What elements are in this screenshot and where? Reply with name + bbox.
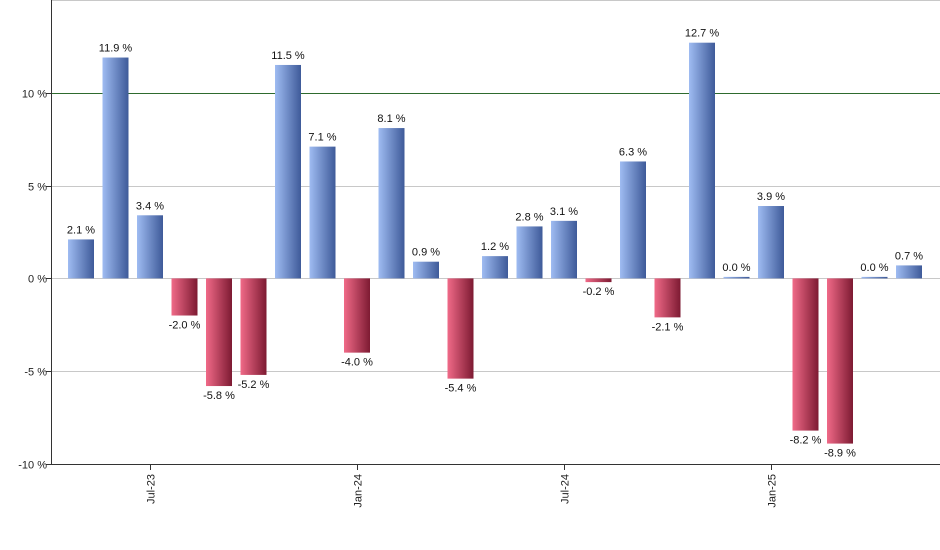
data-label-2025-04: -8.9 % <box>824 448 856 460</box>
bar-2024-04 <box>413 261 439 279</box>
y-tick-label: -10 % <box>18 460 47 472</box>
data-label-2024-12: 12.7 % <box>685 28 719 40</box>
y-tick-label: 0 % <box>28 274 47 286</box>
bar-2023-12 <box>275 64 301 279</box>
bar-2024-03 <box>378 128 405 279</box>
data-label-2024-11: -2.1 % <box>652 321 684 333</box>
data-label-2024-08: 3.1 % <box>550 206 578 218</box>
bar-2023-10 <box>206 278 232 387</box>
data-label-2023-12: 11.5 % <box>271 50 305 62</box>
bar-2024-07 <box>516 226 543 279</box>
x-tick-label: Jul-23 <box>146 474 158 504</box>
data-label-2025-02: 3.9 % <box>757 191 785 203</box>
data-label-2023-09: -2.0 % <box>169 320 201 332</box>
data-label-2024-10: 6.3 % <box>619 146 647 158</box>
x-tick-label: Jan-25 <box>767 474 779 508</box>
data-label-2023-10: -5.8 % <box>203 390 235 402</box>
data-label-2024-04: 0.9 % <box>412 247 440 259</box>
bar-2025-04 <box>827 278 853 444</box>
x-tick-label: Jan-24 <box>353 474 365 508</box>
bar-2023-11 <box>240 278 267 375</box>
bar-2025-05 <box>861 276 888 279</box>
data-label-2024-01: 7.1 % <box>308 132 336 144</box>
bar-2024-06 <box>482 256 508 279</box>
bar-2025-03 <box>792 278 819 431</box>
data-label-2024-05: -5.4 % <box>445 383 477 395</box>
bar-2024-10 <box>620 161 646 279</box>
data-label-2024-06: 1.2 % <box>481 241 509 253</box>
data-label-2023-08: 3.4 % <box>136 200 164 212</box>
bar-2023-09 <box>171 278 198 316</box>
y-tick-label: -5 % <box>24 367 47 379</box>
bar-2025-02 <box>758 206 784 279</box>
bar-2024-12 <box>689 42 715 279</box>
data-label-2025-05: 0.0 % <box>860 262 888 274</box>
y-tick-label: 5 % <box>28 182 47 194</box>
bar-2024-02 <box>344 278 370 353</box>
bar-2024-11 <box>654 278 681 318</box>
bar-2024-01 <box>309 146 336 279</box>
bar-2025-01 <box>723 276 750 279</box>
data-label-2025-01: 0.0 % <box>722 262 750 274</box>
bar-2024-05 <box>447 278 474 379</box>
data-label-2023-11: -5.2 % <box>238 379 270 391</box>
data-label-2023-06: 2.1 % <box>67 224 95 236</box>
data-labels: 2.1 % 11.9 % 3.4 % -2.0 % -5.8 %-5.2 % 11.5 %… <box>67 28 923 460</box>
bar-2023-06 <box>68 239 94 279</box>
data-label-2025-03: -8.2 % <box>790 435 822 447</box>
data-label-2025-06: 0.7 % <box>895 250 923 262</box>
bar-2025-06 <box>896 265 922 279</box>
y-tick-label: 10 % <box>22 89 47 101</box>
data-label-2024-09: -0.2 % <box>583 286 615 298</box>
bar-2023-08 <box>137 215 163 279</box>
x-tick-label: Jul-24 <box>560 474 572 504</box>
bar-2023-07 <box>102 57 129 279</box>
bars <box>68 42 922 444</box>
bar-2024-09 <box>585 278 612 283</box>
data-label-2024-07: 2.8 % <box>515 211 543 223</box>
data-label-2024-02: -4.0 % <box>341 357 373 369</box>
bar-2024-08 <box>551 220 577 279</box>
data-label-2024-03: 8.1 % <box>377 113 405 125</box>
axes: -10 % -5 % 0 % 5 % 10 % Jul-23 Jan-24 Jul-24 Jan… <box>18 0 940 508</box>
data-label-2023-07: 11.9 % <box>99 43 133 55</box>
